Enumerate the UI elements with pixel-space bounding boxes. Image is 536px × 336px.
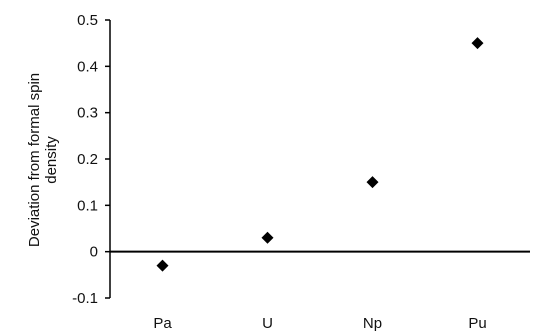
data-point-pu <box>471 37 484 50</box>
y-axis-title: Deviation from formal spin density <box>26 73 60 247</box>
data-point-np <box>366 176 379 189</box>
y-tick-label: 0.4 <box>77 58 98 75</box>
y-tick-label: 0.3 <box>77 105 98 122</box>
y-tick-label: 0 <box>90 244 98 261</box>
plot-area: -0.1 0 0.1 0.2 0.3 0.4 0.5 Pa U Np Pu <box>72 12 530 332</box>
y-axis-title-line-2: density <box>43 136 60 184</box>
y-axis-title-line-1: Deviation from formal spin <box>26 73 43 247</box>
x-tick-label: U <box>262 315 273 331</box>
y-tick-label: -0.1 <box>72 290 98 307</box>
y-tick-label: 0.2 <box>77 151 98 168</box>
y-tick-label: 0.1 <box>77 197 98 214</box>
data-point-pa <box>156 259 169 272</box>
x-tick-label: Np <box>363 315 382 331</box>
data-point-u <box>261 231 274 244</box>
y-tick-label: 0.5 <box>77 12 98 29</box>
x-tick-label: Pa <box>153 315 172 331</box>
x-tick-label: Pu <box>468 315 486 331</box>
